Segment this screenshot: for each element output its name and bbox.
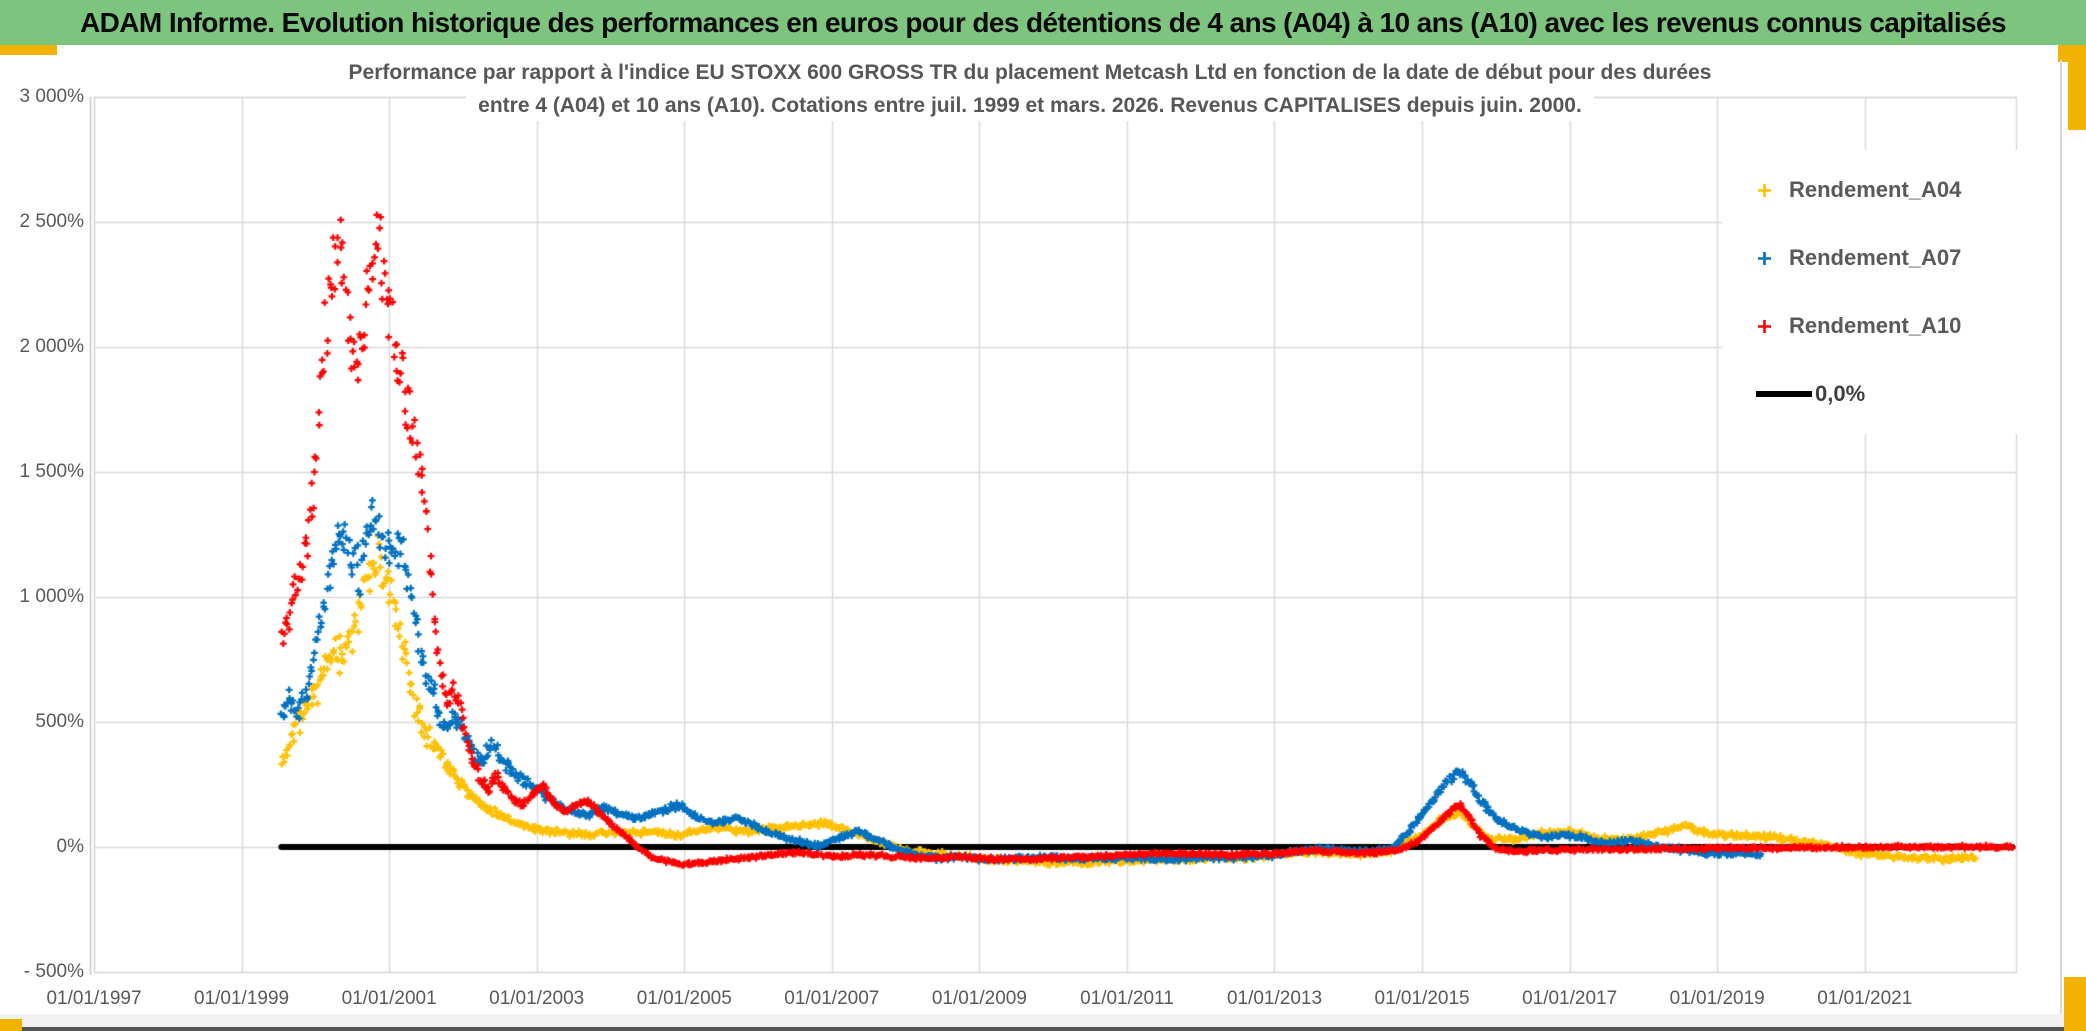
frame-accent-top-left (0, 45, 57, 55)
x-tick-label-11: 01/01/2019 (1669, 988, 1765, 1009)
legend-line-marker-icon (1756, 391, 1812, 397)
report-header-bar: ADAM Informe. Evolution historique des p… (0, 0, 2086, 45)
x-tick-label-10: 01/01/2017 (1522, 988, 1618, 1009)
x-tick-label-0: 01/01/1997 (46, 988, 142, 1009)
legend-label: Rendement_A07 (1789, 245, 1962, 270)
y-tick-label-7: - 500% (23, 961, 84, 982)
legend-plus-marker-icon (1758, 319, 1771, 333)
chart-title-line-1: Performance par rapport à l'indice EU ST… (30, 57, 2030, 90)
chart-title-line-2: entre 4 (A04) et 10 ans (A10). Cotations… (30, 90, 2030, 123)
x-tick-label-12: 01/01/2021 (1817, 988, 1913, 1009)
y-tick-label-6: 0% (56, 836, 84, 857)
legend-item-2[interactable]: Rendement_A10 (1756, 298, 2054, 354)
legend-label: Rendement_A04 (1789, 177, 1962, 202)
x-tick-label-2: 01/01/2001 (341, 988, 437, 1009)
report-header-title: ADAM Informe. Evolution historique des p… (80, 6, 2006, 38)
x-tick-label-6: 01/01/2009 (931, 988, 1027, 1009)
legend-item-3[interactable]: 0,0% (1756, 366, 2054, 422)
x-tick-label-4: 01/01/2005 (636, 988, 732, 1009)
chart-title: Performance par rapport à l'indice EU ST… (30, 57, 2030, 123)
legend-item-1[interactable]: Rendement_A07 (1756, 230, 2054, 286)
y-tick-label-3: 1 500% (19, 461, 84, 482)
legend-plus-marker-icon (1758, 251, 1771, 265)
y-tick-label-0: 3 000% (19, 86, 84, 107)
chart-legend: Rendement_A04 Rendement_A07 Rendement_A10 0… (1722, 150, 2054, 434)
bottom-strip (0, 1014, 2086, 1031)
panel-right-border (2060, 60, 2062, 1014)
y-tick-label-4: 1 000% (19, 586, 84, 607)
legend-label: Rendement_A10 (1789, 313, 1962, 338)
x-tick-label-1: 01/01/1999 (194, 988, 290, 1009)
y-tick-label-1: 2 500% (19, 211, 84, 232)
legend-item-0[interactable]: Rendement_A04 (1756, 162, 2054, 218)
x-tick-label-8: 01/01/2013 (1226, 988, 1323, 1009)
x-tick-label-3: 01/01/2003 (489, 988, 585, 1009)
x-tick-label-5: 01/01/2007 (784, 988, 880, 1009)
frame-accent-right (2068, 45, 2086, 130)
frame-accent-bottom-right (2064, 977, 2086, 1031)
bottom-border-line (22, 1027, 2064, 1031)
legend-label: 0,0% (1815, 381, 1866, 406)
x-tick-label-7: 01/01/2011 (1080, 988, 1174, 1009)
legend-plus-marker-icon (1758, 183, 1771, 197)
x-tick-label-9: 01/01/2015 (1374, 988, 1470, 1009)
y-tick-label-5: 500% (35, 711, 84, 732)
y-tick-label-2: 2 000% (19, 336, 84, 357)
frame-accent-bottom-left (0, 1019, 22, 1031)
